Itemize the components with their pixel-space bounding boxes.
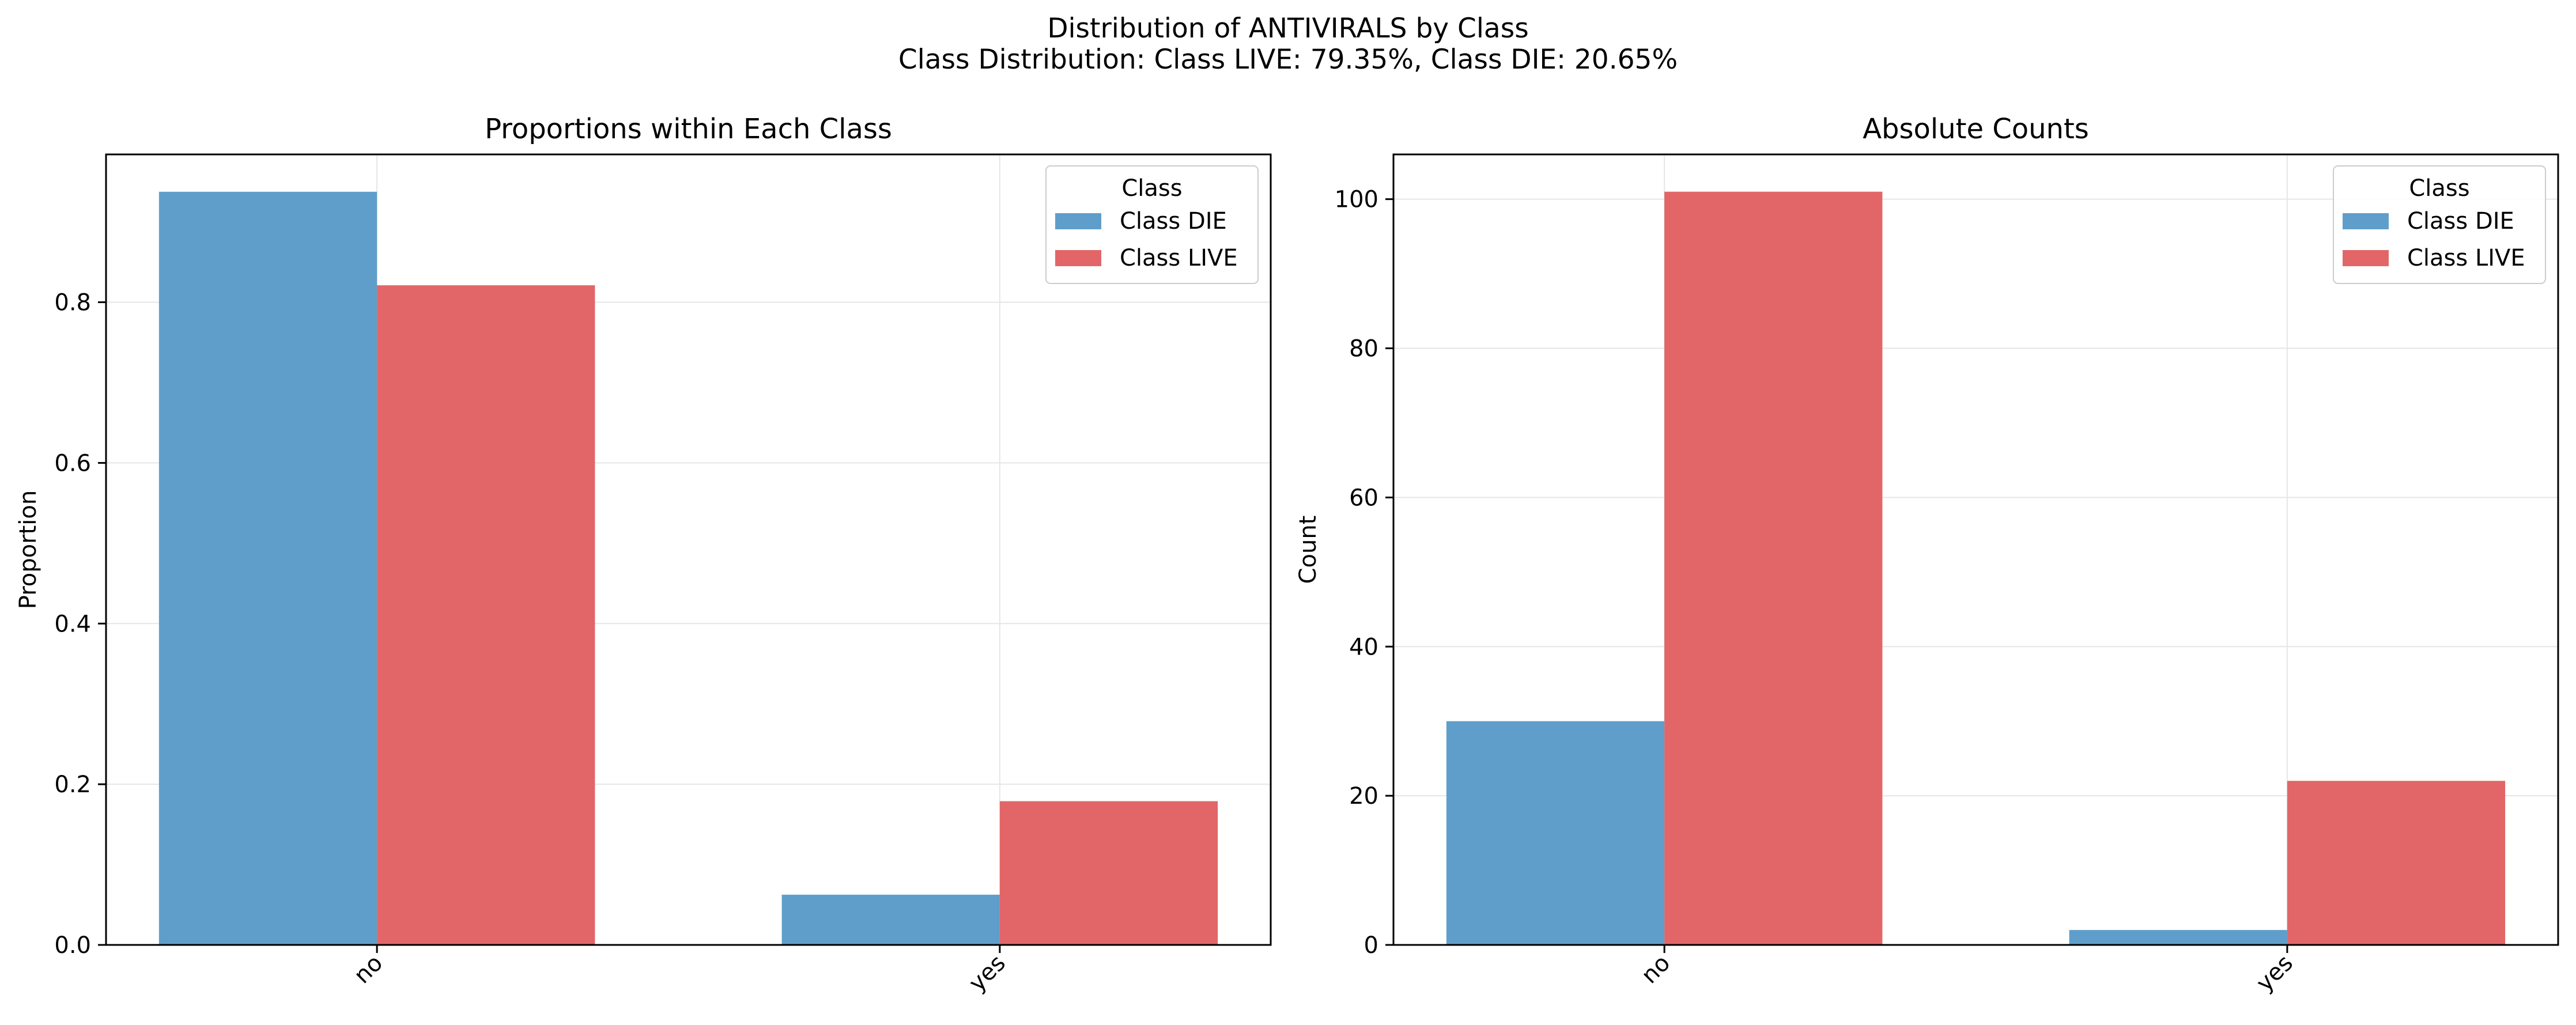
bar-die-yes (2069, 930, 2287, 945)
y-tick-label: 0.0 (54, 932, 91, 959)
y-tick-label: 80 (1349, 336, 1378, 362)
y-tick-label: 0.2 (54, 771, 91, 798)
y-tick-label: 60 (1349, 485, 1378, 511)
y-tick-label: 0.8 (54, 290, 91, 316)
bar-live-yes (999, 801, 1218, 945)
bar-die-no (158, 191, 377, 945)
y-axis-label: Proportion (15, 490, 41, 609)
y-tick-label: 0 (1364, 932, 1378, 959)
bar-live-no (377, 285, 595, 945)
y-tick-label: 40 (1349, 634, 1378, 660)
legend-swatch-live (2343, 250, 2389, 266)
y-axis-label: Count (1295, 516, 1321, 584)
figure-subtitle: Class Distribution: Class LIVE: 79.35%, … (898, 44, 1678, 75)
figure-title: Distribution of ANTIVIRALS by Class (1047, 13, 1529, 44)
legend-swatch-die (2343, 213, 2389, 229)
legend-entry-live: Class LIVE (2407, 245, 2525, 271)
y-tick-label: 0.6 (54, 450, 91, 476)
x-tick-label: no (1636, 950, 1675, 989)
panel-title: Absolute Counts (1863, 113, 2089, 145)
x-tick-label: no (349, 950, 388, 989)
bar-die-no (1446, 721, 1665, 945)
x-tick-label: yes (2252, 950, 2298, 997)
y-tick-label: 20 (1349, 783, 1378, 810)
legend-title: Class (2409, 175, 2469, 202)
axes-frame (1392, 153, 2559, 946)
legend-entry-die: Class DIE (1120, 208, 1227, 234)
bar-die-yes (781, 894, 1000, 945)
x-tick-label: yes (964, 950, 1011, 997)
legend-swatch-live (1055, 250, 1101, 266)
y-tick-label: 100 (1335, 187, 1378, 213)
bar-live-yes (2287, 781, 2506, 945)
legend-entry-live: Class LIVE (1120, 245, 1238, 271)
axes-frame (105, 153, 1272, 946)
legend-entry-die: Class DIE (2407, 208, 2514, 234)
bar-live-no (1664, 191, 1883, 945)
y-tick-label: 0.4 (54, 611, 91, 637)
legend-title: Class (1121, 175, 1182, 202)
panel-title: Proportions within Each Class (485, 113, 892, 145)
legend-swatch-die (1055, 213, 1101, 229)
